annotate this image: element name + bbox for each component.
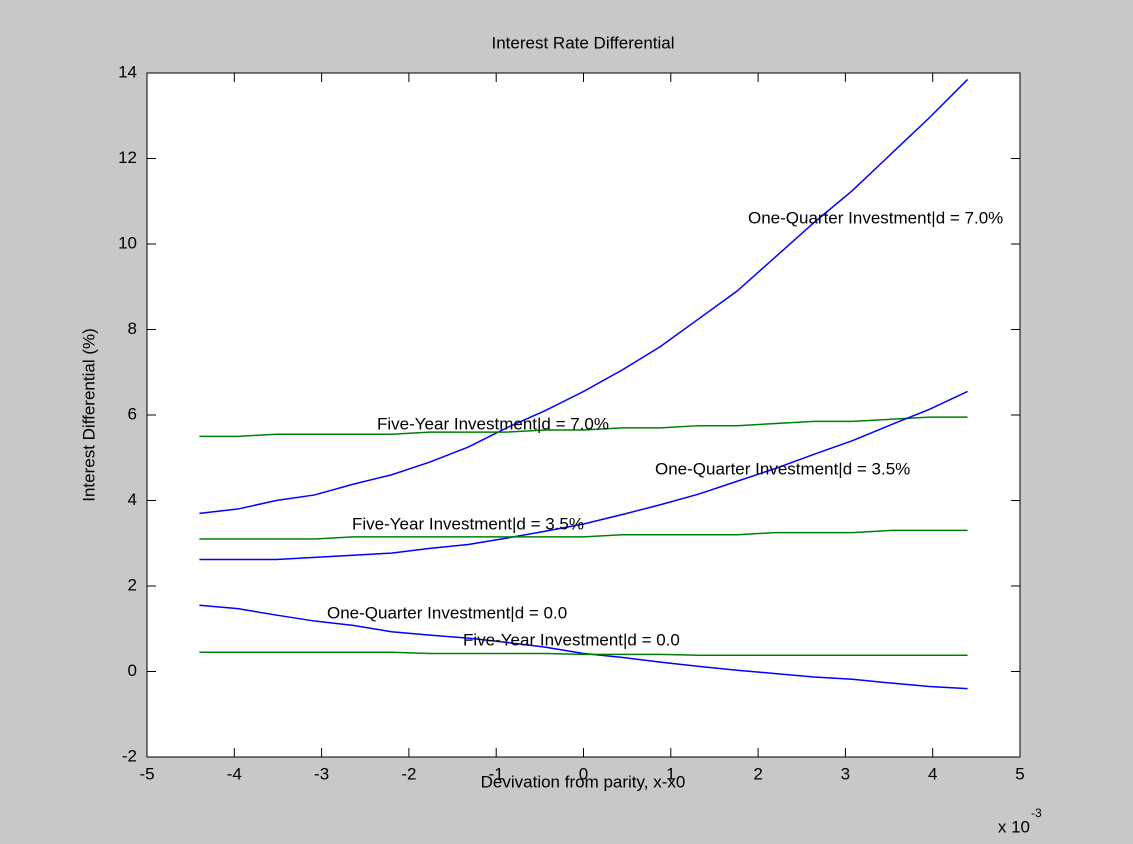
y-tick-label: 2 xyxy=(128,575,137,594)
series-label: One-Quarter Investment|d = 3.5% xyxy=(655,459,910,478)
y-axis-label: Interest Differential (%) xyxy=(79,328,98,502)
y-tick-label: 0 xyxy=(128,661,137,680)
x-exponent-base: x 10 xyxy=(998,817,1030,836)
series-line xyxy=(199,604,968,690)
y-tick-label: 6 xyxy=(128,404,137,423)
y-tick-label: 12 xyxy=(118,148,137,167)
series-line xyxy=(199,416,968,438)
x-tick-label: 0 xyxy=(579,764,588,783)
series-line xyxy=(199,390,968,561)
series-label: Five-Year Investment|d = 3.5% xyxy=(352,514,584,533)
x-tick-label: -3 xyxy=(314,764,329,783)
plot-area xyxy=(147,73,1020,757)
x-tick-label: 2 xyxy=(753,764,762,783)
y-tick-label: -2 xyxy=(122,746,137,765)
series-label: Five-Year Investment|d = 7.0% xyxy=(377,414,609,433)
chart-title: Interest Rate Differential xyxy=(492,33,675,52)
series-label: One-Quarter Investment|d = 0.0 xyxy=(327,603,567,622)
y-tick-label: 10 xyxy=(118,233,137,252)
x-tick-label: 1 xyxy=(666,764,675,783)
x-tick-label: -1 xyxy=(489,764,504,783)
y-tick-label: 4 xyxy=(128,490,137,509)
series-label: Five-Year Investment|d = 0.0 xyxy=(463,630,680,649)
x-tick-label: -4 xyxy=(227,764,242,783)
x-tick-label: -5 xyxy=(139,764,154,783)
series-label: One-Quarter Investment|d = 7.0% xyxy=(748,208,1003,227)
x-axis-label: Devivation from parity, x-x0 xyxy=(481,772,686,791)
series-line xyxy=(199,78,969,515)
x-tick-label: 3 xyxy=(841,764,850,783)
y-tick-label: 8 xyxy=(128,319,137,338)
series-line xyxy=(199,529,968,540)
x-exponent-power: -3 xyxy=(1031,806,1042,820)
series-line xyxy=(199,651,968,657)
x-tick-label: 5 xyxy=(1015,764,1024,783)
x-tick-label: -2 xyxy=(401,764,416,783)
x-tick-label: 4 xyxy=(928,764,937,783)
y-tick-label: 14 xyxy=(118,62,137,81)
